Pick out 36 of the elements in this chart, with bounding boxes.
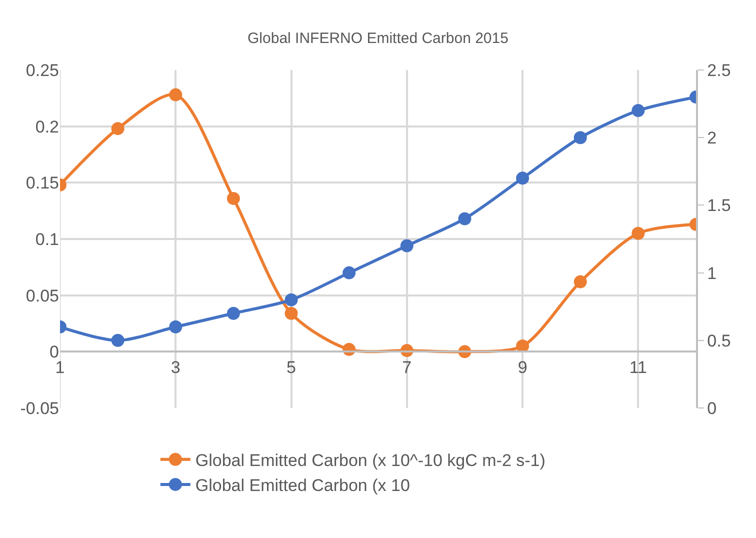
point [226,306,240,320]
point [226,192,240,205]
x-tick-label: 5 [286,358,296,377]
point [632,226,645,240]
x-tick-label: 3 [170,358,180,377]
point [342,266,356,280]
point [169,88,182,102]
y2-tick-label: 2 [707,128,717,148]
y2-tick-label: 0 [707,398,717,418]
y-tick-label: 0.05 [26,286,59,306]
y-tick-label: 0.1 [35,230,59,249]
chart-title: Global INFERNO Emitted Carbon 2015 [248,30,508,47]
point [574,275,587,288]
x-tick-label: 9 [518,358,528,377]
point [284,293,298,306]
y-tick-label: 0.15 [26,174,59,193]
point [169,320,182,334]
point [632,104,645,118]
y2-tick-label: 1 [707,264,717,283]
point [516,172,530,185]
y-tick-label: -0.05 [20,398,59,418]
y2-tick-label: 0.5 [707,331,731,350]
point [400,239,414,252]
y2-tick-label: 1.5 [707,196,731,216]
point [574,131,587,144]
point [458,212,472,226]
x-tick-label: 7 [402,358,412,377]
y-tick-label: 0.2 [35,117,59,136]
y2-tick-label: 2.5 [707,60,731,80]
point [111,334,124,347]
y-tick-label: 0.25 [26,60,59,80]
point [111,122,124,136]
legend-label: Global Emitted Carbon (x 10 [195,476,410,496]
x-tick-label: 11 [629,358,648,377]
legend-label: Global Emitted Carbon (x 10^-10 kgC m-2 s-1) [195,450,546,470]
point [284,306,298,320]
